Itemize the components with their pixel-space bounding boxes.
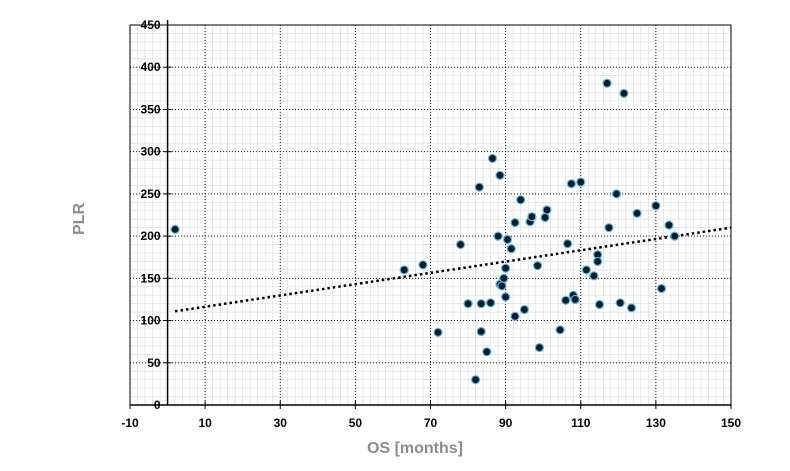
data-point xyxy=(399,265,409,275)
data-point xyxy=(589,271,599,281)
data-point xyxy=(542,205,552,215)
y-tick-label: 350 xyxy=(141,102,161,116)
data-point xyxy=(497,281,507,291)
data-point xyxy=(632,208,642,218)
x-tick-label: 10 xyxy=(198,416,212,430)
data-point xyxy=(501,263,511,273)
data-points xyxy=(170,78,680,385)
data-point xyxy=(502,234,513,245)
data-point xyxy=(555,325,565,335)
data-point xyxy=(576,177,586,187)
x-tick-label: 130 xyxy=(646,416,666,430)
data-point xyxy=(651,201,661,211)
data-point xyxy=(463,299,473,309)
y-tick-label: 0 xyxy=(154,398,161,412)
data-point xyxy=(510,218,520,228)
data-point xyxy=(474,182,484,192)
x-tick-label: 150 xyxy=(721,416,741,430)
data-point xyxy=(570,294,580,305)
y-tick-label: 450 xyxy=(141,18,161,32)
data-point xyxy=(506,244,516,254)
data-point xyxy=(594,299,605,310)
data-point xyxy=(486,298,496,308)
y-tick-label: 100 xyxy=(141,314,161,328)
data-point xyxy=(604,223,614,233)
data-point xyxy=(534,342,545,353)
data-point xyxy=(581,265,591,275)
data-point xyxy=(615,298,625,308)
x-tick-label: 50 xyxy=(349,416,363,430)
data-point xyxy=(476,326,486,337)
data-point xyxy=(664,220,674,230)
data-point xyxy=(527,212,537,222)
data-point xyxy=(487,153,498,164)
y-tick-label: 200 xyxy=(141,229,161,243)
data-point xyxy=(470,375,481,385)
x-tick-label: 110 xyxy=(571,416,591,430)
x-tick-labels: -10 10 30 50 70 90 110 130 150 xyxy=(121,416,741,430)
y-tick-label: 400 xyxy=(141,60,161,74)
data-point xyxy=(656,283,667,294)
x-tick-label: -10 xyxy=(121,416,139,430)
data-point xyxy=(566,179,576,189)
data-point xyxy=(602,78,612,88)
data-point xyxy=(495,170,505,180)
x-tick-label: 70 xyxy=(424,416,438,430)
data-point xyxy=(540,212,550,223)
y-tick-label: 50 xyxy=(147,356,161,370)
data-point xyxy=(476,299,486,309)
x-tick-label: 90 xyxy=(499,416,513,430)
data-point xyxy=(619,88,629,99)
data-point xyxy=(499,273,509,283)
data-point xyxy=(563,239,573,249)
x-tick-label: 30 xyxy=(274,416,288,430)
data-point xyxy=(455,239,466,250)
data-point xyxy=(510,311,520,321)
y-tick-label: 300 xyxy=(141,145,161,159)
data-point xyxy=(611,189,622,199)
data-point xyxy=(418,260,428,270)
trendline xyxy=(174,226,732,313)
y-axis-title: PLR xyxy=(71,203,88,235)
x-axis-title: OS [months] xyxy=(367,440,463,457)
data-point xyxy=(501,292,511,302)
data-point xyxy=(519,304,530,315)
data-point xyxy=(593,256,603,267)
axis-ticks xyxy=(129,24,732,409)
y-tick-labels: 0 50 100 150 200 250 300 350 400 450 xyxy=(141,18,161,412)
data-point xyxy=(561,295,571,305)
data-point xyxy=(433,327,443,337)
data-point xyxy=(493,231,503,241)
y-tick-label: 150 xyxy=(141,271,161,285)
data-point xyxy=(482,347,492,357)
data-point xyxy=(516,195,526,205)
data-point xyxy=(170,224,180,234)
data-point xyxy=(532,261,543,271)
data-point xyxy=(670,231,680,241)
data-point xyxy=(626,303,637,313)
y-tick-label: 250 xyxy=(141,187,161,201)
